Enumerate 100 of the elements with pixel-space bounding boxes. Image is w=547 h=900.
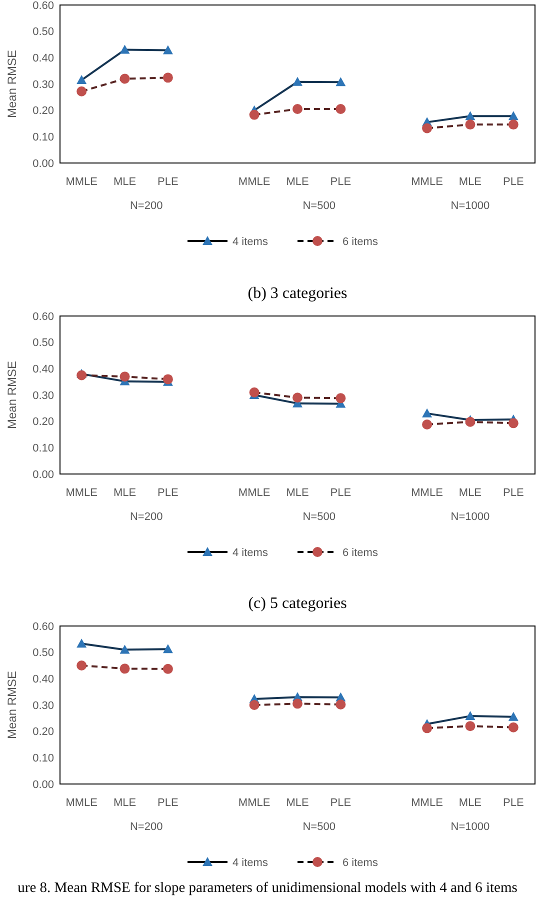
y-tick-label: 0.10 [32,132,54,144]
point [162,374,173,384]
x-tick-label: MMLE [66,176,98,188]
x-tick-label: MLE [113,487,136,499]
point [422,419,432,430]
legend-label: 4 items [232,236,268,248]
text: N=1000 [450,511,490,523]
point [120,44,130,54]
point [162,45,173,54]
x-tick-label: MMLE [66,487,98,499]
x-tick-label: MLE [458,487,482,499]
point [465,416,476,427]
text: N=500 [302,200,336,212]
x-tick-label: MLE [458,797,482,809]
point [422,723,432,734]
y-tick-label: 0.00 [32,778,54,791]
y-tick-label: 0.20 [32,105,54,118]
text: ure 8. Mean RMSE for slope parameters of unidimensional models with 4 and 6 items [18,880,518,896]
y-tick-label: 0.30 [32,390,54,402]
point [465,721,476,732]
y-tick-label: 0.50 [32,337,54,350]
x-tick-label: MMLE [411,487,443,499]
point [336,393,346,404]
y-tick-label: 0.40 [32,52,54,65]
point [465,111,476,120]
point [162,664,173,674]
x-tick-label: MLE [286,487,309,499]
text: N=500 [302,511,336,523]
x-tick-label: MLE [286,797,309,809]
point [76,370,87,380]
x-tick-label: MMLE [238,487,270,499]
point [292,392,302,403]
point [422,408,432,418]
x-tick-label: MLE [113,176,136,188]
y-tick-label: 0.10 [32,752,54,765]
legend-label: 4 items [232,856,268,869]
text: N=1000 [450,821,490,833]
point [465,120,476,130]
y-axis-title: Mean RMSE [5,50,19,118]
point [120,372,130,382]
y-tick-label: 0.30 [32,700,54,712]
point [336,699,346,710]
point [292,76,302,86]
y-tick-label: 0.60 [32,620,54,633]
x-tick-label: PLE [503,176,524,188]
point [249,387,260,398]
x-tick-label: PLE [503,487,524,499]
y-tick-label: 0.50 [32,647,54,660]
y-axis-title: Mean RMSE [5,360,19,430]
x-tick-label: PLE [503,797,524,809]
point [508,120,518,130]
point [422,123,432,134]
x-tick-label: PLE [158,176,178,188]
point [336,104,346,114]
legend-label: 4 items [232,546,268,559]
y-tick-label: 0.30 [32,78,54,91]
point [508,418,518,428]
point [76,638,87,648]
legend-label: 6 items [342,546,378,559]
point [162,644,173,654]
text: N=1000 [450,200,490,212]
y-tick-label: 0.00 [32,468,54,481]
x-tick-label: PLE [158,487,178,499]
y-tick-label: 0.00 [32,158,54,170]
x-tick-label: MMLE [66,797,98,809]
point [249,700,260,710]
y-tick-label: 0.50 [32,26,54,38]
point [508,111,518,120]
text: N=200 [130,200,163,212]
x-tick-label: PLE [330,487,352,499]
text: N=200 [130,821,163,833]
y-axis-title: Mean RMSE [5,670,19,740]
y-tick-label: 0.40 [32,674,54,686]
y-tick-label: 0.40 [32,364,54,376]
y-tick-label: 0.20 [32,416,54,428]
text: N=500 [302,821,336,833]
x-tick-label: MLE [458,176,482,188]
y-tick-label: 0.60 [32,0,54,12]
point [336,77,346,86]
point [120,74,130,84]
point [120,644,130,654]
y-tick-label: 0.20 [32,726,54,738]
x-tick-label: MMLE [238,797,270,809]
x-tick-label: MLE [113,797,136,809]
y-tick-label: 0.10 [32,442,54,455]
point [249,110,260,120]
x-tick-label: MMLE [411,176,443,188]
x-tick-label: MMLE [238,176,270,188]
point [292,104,302,114]
point [162,72,173,83]
x-tick-label: PLE [330,176,352,188]
point [292,698,302,709]
point [508,712,518,721]
y-tick-label: 0.60 [32,310,54,323]
x-tick-label: PLE [158,797,178,809]
chart-title: (c) 5 categories [248,595,347,612]
legend-label: 6 items [342,236,378,248]
point [120,664,130,674]
chart-title: (b) 3 categories [248,285,348,302]
point [76,75,87,84]
